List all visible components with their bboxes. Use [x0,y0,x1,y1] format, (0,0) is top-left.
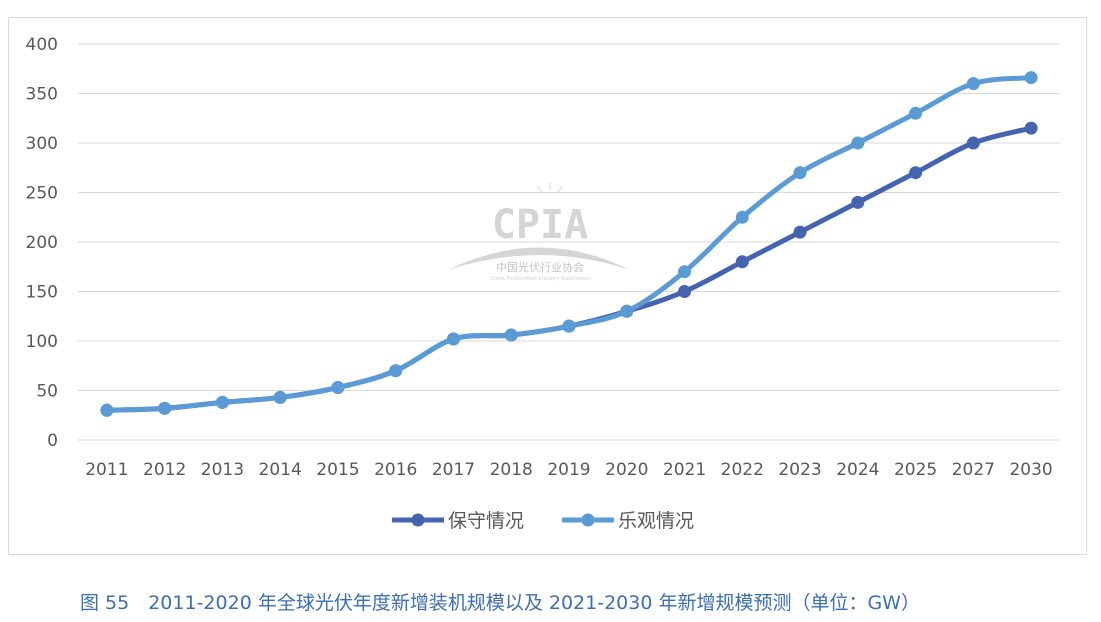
cpia-watermark: CPIA 中国光伏行业协会 China Photovoltaic Industr… [448,182,630,282]
x-axis-ticks: 2011 2012 2013 2014 2015 2016 2017 2018 2019 2020… [85,460,1053,480]
legend-label: 保守情况 [448,510,524,532]
svg-text:CPIA: CPIA [492,202,588,248]
figure-caption: 图 55 2011-2020 年全球光伏年度新增装机规模以及 2021-2030… [80,592,920,614]
data-point [678,265,692,279]
y-tick-label: 200 [26,233,58,253]
x-tick-label: 2015 [316,460,359,480]
y-tick-label: 350 [26,85,58,105]
x-tick-label: 2023 [778,460,821,480]
data-point [446,332,460,346]
x-tick-label: 2027 [952,460,995,480]
data-point [793,225,807,239]
data-point [678,285,692,298]
data-point [620,304,634,318]
data-point [100,403,114,417]
data-point [562,319,576,333]
data-point [1024,71,1038,85]
svg-text:中国光伏行业协会: 中国光伏行业协会 [496,260,584,274]
legend-item: 保守情况 [392,510,524,532]
x-tick-label: 2020 [605,460,648,480]
legend-label: 乐观情况 [618,510,694,532]
legend-item: 乐观情况 [562,510,694,532]
data-point [793,166,807,180]
data-point [735,255,749,269]
legend-marker [581,513,595,527]
y-axis-ticks: 0 50 100 150 200 250 300 350 400 [26,35,58,451]
x-tick-label: 2019 [547,460,590,480]
series-line [106,75,1032,413]
x-tick-label: 2017 [432,460,475,480]
x-tick-label: 2021 [663,460,706,480]
y-tick-label: 0 [47,431,58,451]
x-tick-label: 2022 [721,460,764,480]
x-tick-label: 2030 [1009,460,1052,480]
series-2 [100,71,1038,417]
legend: 保守情况 乐观情况 [392,510,694,532]
x-tick-label: 2024 [836,460,879,480]
y-tick-label: 100 [26,332,58,352]
y-tick-label: 150 [26,283,58,303]
chart-frame [8,17,1087,555]
series-lines [100,71,1038,417]
y-tick-label: 50 [36,382,58,402]
data-point [389,364,403,378]
x-tick-label: 2012 [143,460,186,480]
svg-text:China Photovoltaic Industry As: China Photovoltaic Industry Association [491,276,590,282]
data-point [909,106,923,120]
x-tick-label: 2018 [490,460,533,480]
x-tick-label: 2011 [85,460,128,480]
x-tick-label: 2025 [894,460,937,480]
data-point [966,136,980,150]
y-tick-label: 250 [26,184,58,204]
data-point [331,381,345,395]
data-point [909,166,923,180]
data-point [273,390,287,404]
data-point [215,395,229,409]
data-point [851,195,865,209]
data-point [1024,121,1038,135]
y-tick-label: 300 [26,134,58,154]
x-tick-label: 2014 [259,460,302,480]
data-point [158,401,172,415]
x-tick-label: 2013 [201,460,244,480]
data-point [966,77,980,91]
gridlines [78,43,1060,441]
y-tick-label: 400 [26,35,58,55]
legend-marker [411,513,425,527]
data-point [504,328,518,342]
data-point [851,136,865,150]
data-point [735,210,749,224]
x-tick-label: 2016 [374,460,417,480]
